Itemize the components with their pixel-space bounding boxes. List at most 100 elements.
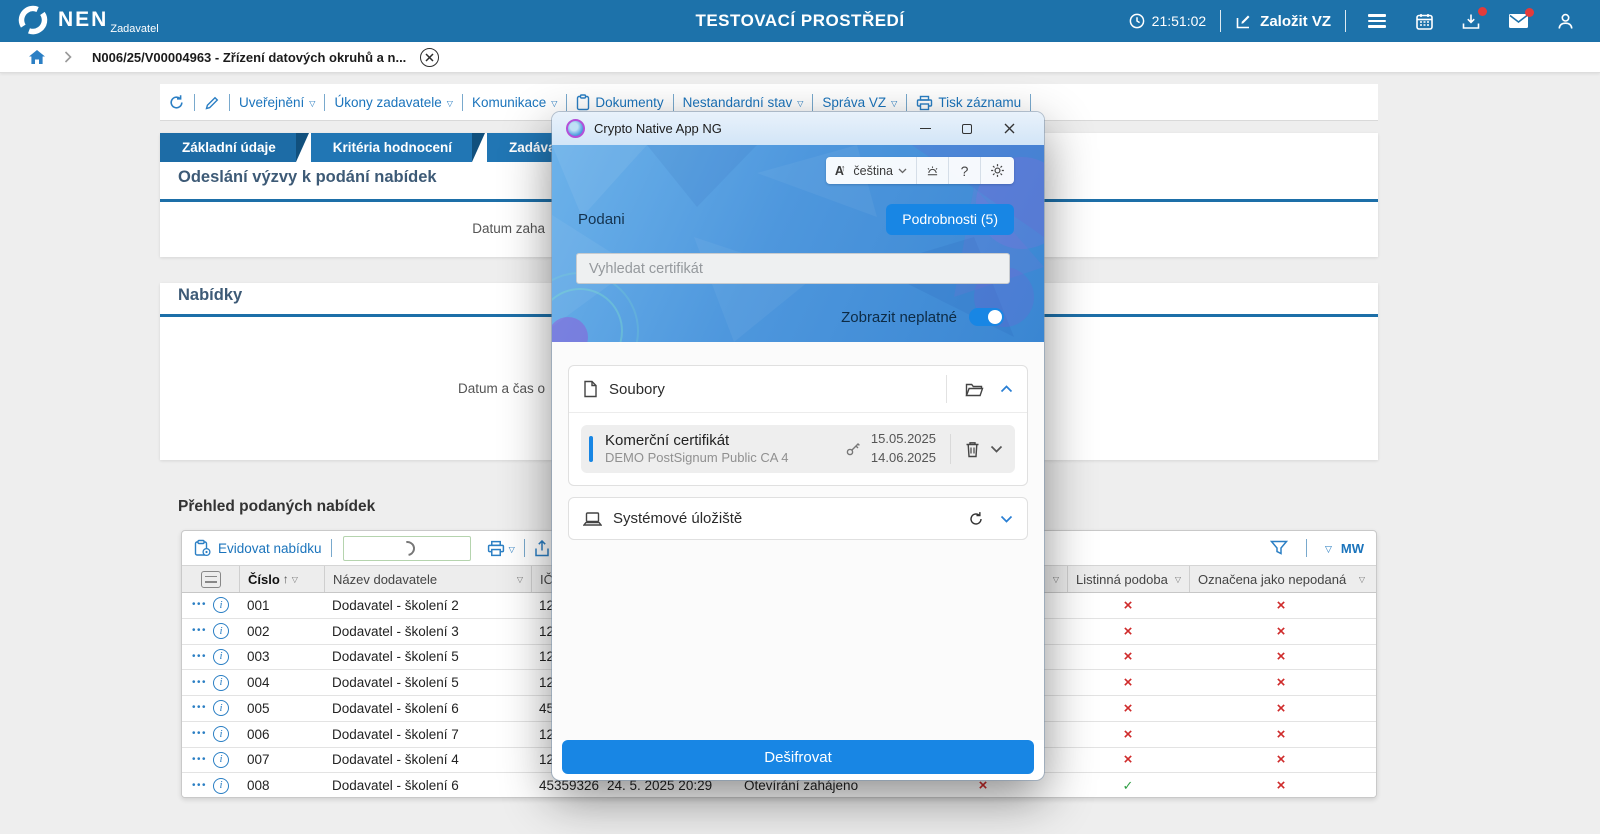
breadcrumb: N006/25/V00004963 - Zřízení datových okr…: [0, 42, 1600, 73]
certificate-valid-to: 14.06.2025: [870, 450, 936, 465]
create-vz-button[interactable]: Založit VZ: [1235, 13, 1331, 30]
close-tab-icon[interactable]: [420, 47, 440, 67]
info-icon[interactable]: i: [213, 751, 229, 768]
podrobnosti-button[interactable]: Podrobnosti (5): [886, 203, 1014, 235]
column-header-cislo[interactable]: Číslo ↑ ▽: [239, 566, 324, 592]
row-actions-icon[interactable]: •••: [191, 676, 207, 688]
user-profile-icon[interactable]: [1548, 12, 1582, 31]
cell-nepodana-mark: ×: [1276, 648, 1286, 666]
menu-nestandardni-stav[interactable]: Nestandardní stav ▽: [682, 95, 804, 110]
reload-icon[interactable]: [968, 511, 984, 527]
edit-record-icon[interactable]: [204, 95, 220, 111]
dropdown-icon: ▽: [551, 99, 558, 108]
info-icon[interactable]: i: [213, 674, 229, 691]
column-header-ico[interactable]: IČ: [531, 566, 599, 592]
offer-search-input[interactable]: [343, 536, 470, 560]
menu-uverejneni[interactable]: Uveřejnění ▽: [239, 95, 316, 110]
key-icon: [845, 441, 861, 457]
tab-kriteria-hodnoceni[interactable]: Kritéria hodnocení: [310, 133, 486, 162]
row-actions-icon[interactable]: •••: [191, 650, 207, 662]
column-settings-icon[interactable]: [182, 566, 239, 592]
menu-hamburger-icon[interactable]: [1360, 11, 1394, 31]
help-icon[interactable]: ?: [960, 162, 969, 179]
table-title: Přehled podaných nabídek: [178, 498, 376, 515]
row-actions-icon[interactable]: •••: [191, 599, 207, 611]
clock-icon: [1129, 13, 1145, 29]
table-toolbar: Evidovat nabídku ▽ ▽: [182, 531, 1376, 565]
row-actions-icon[interactable]: •••: [191, 702, 207, 714]
collapse-chevron-icon[interactable]: [1000, 385, 1013, 393]
minimize-button[interactable]: [904, 112, 946, 145]
divider: [194, 94, 195, 111]
column-header-listinna[interactable]: Listinná podoba ▽: [1067, 566, 1189, 592]
cell-cislo: 002: [247, 623, 270, 639]
calendar-icon[interactable]: [1407, 12, 1441, 31]
dialog-title-bar[interactable]: Crypto Native App NG: [552, 112, 1044, 145]
clock: 21:51:02: [1129, 13, 1207, 29]
decrypt-button[interactable]: Dešifrovat: [562, 740, 1034, 774]
settings-gear-icon[interactable]: [981, 157, 1014, 184]
downloads-notification-badge: [1478, 6, 1487, 16]
column-header-hidden[interactable]: ▽: [899, 566, 1067, 592]
sort-asc-icon: ↑: [282, 572, 289, 586]
dropdown-icon: ▽: [446, 99, 453, 108]
theme-icon[interactable]: [917, 157, 948, 184]
files-section-header[interactable]: Soubory: [569, 366, 1027, 413]
maximize-button[interactable]: [946, 112, 988, 145]
cell-nepodana-mark: ×: [1276, 725, 1286, 743]
cell-stav: Otevírání zahájeno: [744, 778, 859, 794]
info-icon[interactable]: i: [213, 597, 229, 614]
column-header-nepodana[interactable]: Označena jako nepodaná ▽: [1189, 566, 1373, 592]
breadcrumb-item[interactable]: N006/25/V00004963 - Zřízení datových okr…: [92, 49, 407, 65]
certificate-search-input[interactable]: [576, 253, 1010, 284]
cell-nepodana-mark: ×: [1276, 699, 1286, 717]
refresh-icon[interactable]: [168, 94, 185, 111]
open-folder-icon[interactable]: [965, 382, 984, 397]
menu-sprava-vz[interactable]: Správa VZ ▽: [822, 95, 898, 110]
home-icon[interactable]: [28, 49, 46, 65]
info-icon[interactable]: i: [213, 700, 229, 717]
downloads-tray-icon[interactable]: [1454, 6, 1488, 31]
language-selector[interactable]: A↑ čeština: [826, 157, 916, 184]
record-toolbar: Uveřejnění ▽ Úkony zadavatele ▽ Komunikace…: [168, 84, 1040, 121]
dialog-body: Soubory Komerční certifikát: [552, 342, 1044, 740]
delete-certificate-icon[interactable]: [965, 441, 980, 458]
expand-chevron-icon[interactable]: [1000, 515, 1013, 523]
info-icon[interactable]: i: [213, 648, 229, 665]
print-table-button[interactable]: ▽: [487, 540, 515, 557]
evidovat-nabidku-button[interactable]: Evidovat nabídku: [194, 539, 322, 557]
menu-tisk-zaznamu[interactable]: Tisk záznamu: [916, 95, 1021, 111]
menu-dokumenty[interactable]: Dokumenty: [576, 94, 664, 111]
expand-chevron-icon[interactable]: [990, 445, 1003, 453]
tab-zakladni-udaje[interactable]: Základní údaje: [160, 133, 309, 162]
row-actions-icon[interactable]: •••: [191, 728, 207, 740]
cell-ico: 12: [539, 597, 555, 613]
filter-icon[interactable]: [1269, 540, 1288, 556]
info-icon[interactable]: i: [213, 623, 229, 640]
cell-nazev-dodavatele: Dodavatel - školení 6: [332, 700, 459, 716]
cell-flag-mark: ×: [978, 777, 988, 795]
info-icon[interactable]: i: [213, 777, 229, 794]
menu-ukony-zadavatele[interactable]: Úkony zadavatele ▽: [334, 95, 453, 110]
view-dropdown-icon[interactable]: ▽: [1324, 543, 1332, 554]
table-row[interactable]: ••• i 008 Dodavatel - školení 6 45359326…: [182, 773, 1376, 797]
mail-icon[interactable]: [1501, 8, 1535, 29]
file-icon: [583, 380, 598, 398]
column-header-nazev[interactable]: Název dodavatele ▽: [324, 566, 531, 592]
user-view-badge[interactable]: MW: [1340, 540, 1364, 556]
dialog-title: Crypto Native App NG: [594, 121, 722, 136]
mail-notification-badge: [1525, 8, 1534, 17]
close-button[interactable]: [988, 112, 1030, 145]
info-icon[interactable]: i: [213, 726, 229, 743]
menu-komunikace[interactable]: Komunikace ▽: [471, 95, 558, 110]
clock-time: 21:51:02: [1151, 13, 1207, 29]
show-invalid-toggle[interactable]: [969, 308, 1004, 326]
cell-nepodana-mark: ×: [1276, 622, 1286, 640]
nen-brand[interactable]: NEN Zadavatel: [16, 3, 159, 37]
certificate-item[interactable]: Komerční certifikát DEMO PostSignum Publ…: [581, 425, 1015, 473]
row-actions-icon[interactable]: •••: [191, 625, 207, 637]
system-storage-header[interactable]: Systémové úložiště: [569, 498, 1027, 539]
dropdown-icon: ▽: [291, 574, 298, 584]
row-actions-icon[interactable]: •••: [191, 779, 207, 791]
row-actions-icon[interactable]: •••: [191, 753, 207, 765]
